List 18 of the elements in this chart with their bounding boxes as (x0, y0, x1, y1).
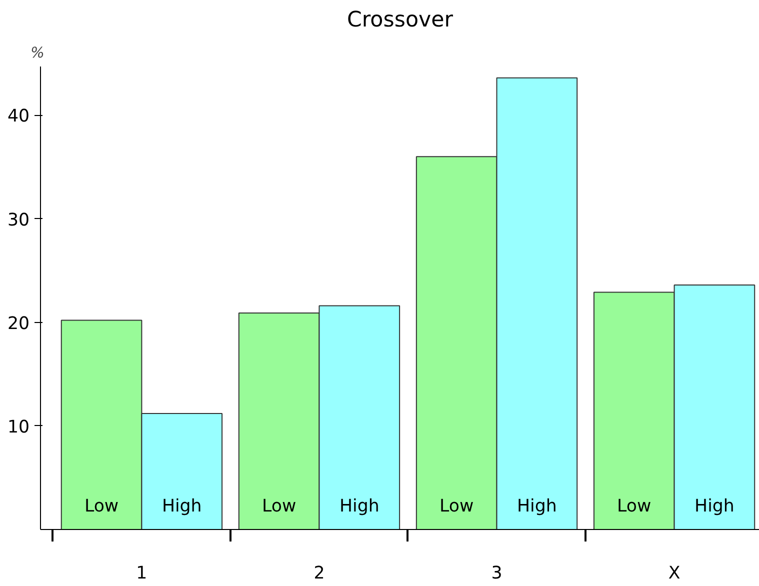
x-tick-label: 2 (314, 564, 325, 584)
x-tick-label: 1 (136, 564, 148, 584)
chart-title: Crossover (346, 8, 454, 32)
text: High (694, 496, 734, 516)
y-tick-label: 30 (7, 210, 30, 230)
text: High (339, 496, 380, 516)
series-label: Low (84, 496, 119, 516)
series-label: High (162, 496, 202, 516)
text: Low (262, 496, 296, 516)
x-tick-label: 3 (491, 564, 502, 584)
text: Low (617, 496, 652, 516)
y-axis-title: % (30, 44, 44, 62)
text: Low (440, 496, 474, 516)
y-tick-label: 20 (7, 314, 30, 334)
y-tick-label: 40 (7, 106, 30, 127)
text: High (517, 496, 557, 516)
x-tick-label: X (668, 564, 680, 584)
y-tick-label: 10 (7, 417, 30, 438)
